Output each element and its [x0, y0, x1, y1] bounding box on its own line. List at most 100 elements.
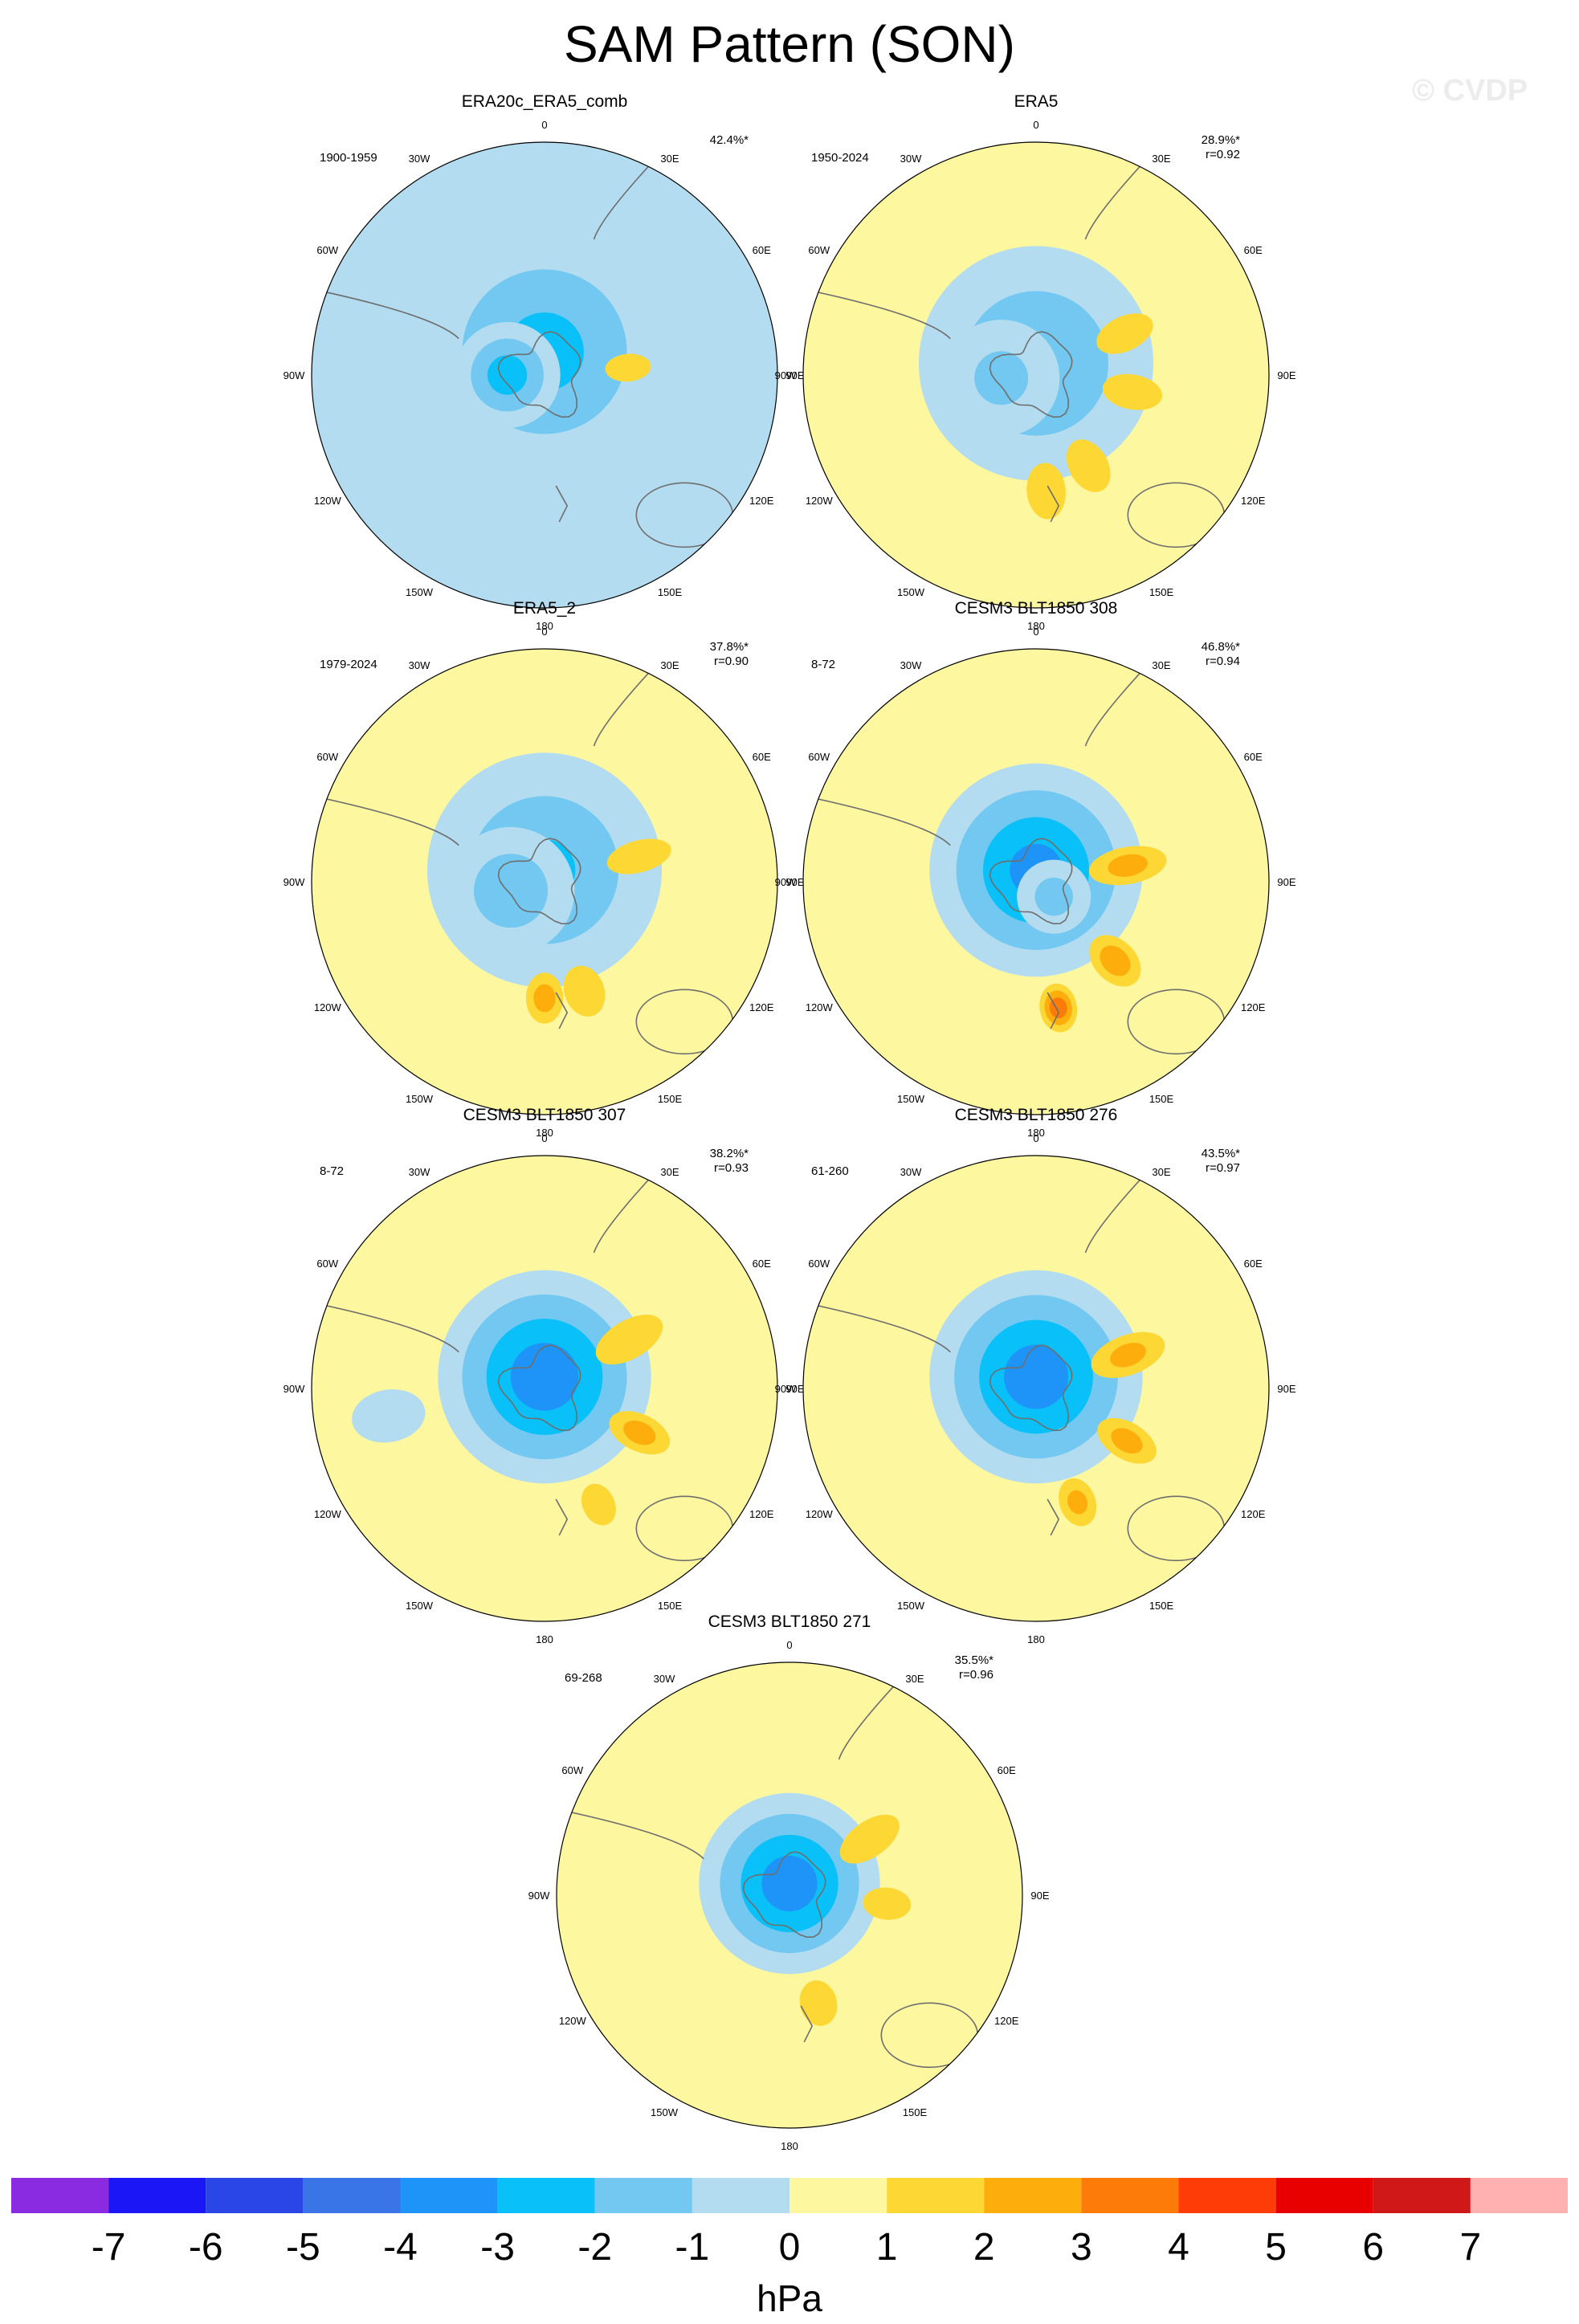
contour-region — [606, 838, 671, 875]
period-label: 8-72 — [811, 658, 835, 671]
longitude-label: 150W — [406, 1093, 434, 1105]
contour-region — [1100, 945, 1131, 976]
colorbar-tick-label: 5 — [1265, 2226, 1287, 2269]
longitude-label: 90E — [1030, 1890, 1049, 1902]
contour-region — [595, 1315, 663, 1365]
map-panel: 0 30E 60E 90E 120E 150E 180 150W 120W 90W 60W 30W CE… — [775, 1106, 1296, 1645]
longitude-label: 150E — [658, 1093, 683, 1105]
longitude-label: 120E — [1241, 1508, 1266, 1520]
contour-region — [533, 984, 556, 1013]
longitude-label: 30E — [1152, 153, 1170, 165]
contour-region — [605, 353, 651, 382]
longitude-label: 180 — [1027, 620, 1045, 632]
contour-field — [312, 649, 777, 1115]
colorbar-tick-label: 6 — [1362, 2226, 1384, 2269]
colorbar-swatch — [887, 2178, 985, 2213]
colorbar-swatch — [1275, 2178, 1373, 2213]
longitude-label: 150W — [406, 1600, 434, 1612]
panels-group: 0 30E 60E 90E 120E 150E 180 150W 120W 90W 60W 30W ER… — [284, 92, 1296, 2152]
colorbar-tick-label: -5 — [286, 2226, 320, 2269]
correlation-label: r=0.97 — [1206, 1161, 1240, 1175]
longitude-label: 150W — [897, 1600, 925, 1612]
longitude-label: 30W — [409, 659, 430, 671]
new-zealand-outline — [555, 485, 569, 523]
longitude-label: 60W — [808, 751, 830, 763]
longitude-label: 30E — [1152, 659, 1170, 671]
longitude-label: 30E — [660, 153, 679, 165]
longitude-label: 120W — [559, 2015, 587, 2027]
colorbar-swatch — [984, 2178, 1082, 2213]
longitude-label: 0 — [541, 1132, 547, 1144]
antarctica-outline — [989, 331, 1073, 418]
contour-region — [1111, 1428, 1143, 1454]
longitude-label: 150E — [1149, 1093, 1174, 1105]
panel-title: ERA5_2 — [513, 599, 576, 618]
longitude-label: 180 — [1027, 1127, 1045, 1139]
panel-title: CESM3 BLT1850 307 — [463, 1106, 626, 1124]
longitude-label: 60W — [808, 1258, 830, 1270]
colorbar-tick-label: -3 — [480, 2226, 515, 2269]
longitude-label: 30E — [905, 1673, 924, 1685]
longitude-label: 180 — [536, 620, 553, 632]
colorbar-tick-label: -2 — [577, 2226, 612, 2269]
colorbar-swatch — [497, 2178, 595, 2213]
longitude-label: 0 — [1033, 1132, 1038, 1144]
longitude-label: 0 — [1033, 119, 1038, 131]
correlation-label: r=0.90 — [714, 654, 749, 668]
pct-variance-label: 38.2%* — [710, 1147, 749, 1160]
panel-title: ERA5 — [1014, 92, 1059, 111]
map-panel: 0 30E 60E 90E 120E 150E 180 150W 120W 90W 60W 30W ER… — [775, 92, 1296, 632]
south-america-outline — [803, 287, 951, 340]
colorbar-tick-label: -4 — [383, 2226, 418, 2269]
longitude-label: 120E — [749, 495, 774, 507]
longitude-label: 150E — [658, 586, 683, 598]
longitude-label: 60W — [316, 751, 338, 763]
longitude-label: 90W — [284, 876, 305, 888]
new-zealand-outline — [1047, 1498, 1060, 1536]
longitude-label: 30W — [900, 1166, 922, 1178]
watermark: © CVDP — [1412, 74, 1528, 108]
new-zealand-outline — [555, 992, 569, 1029]
panel-title: ERA20c_ERA5_comb — [462, 92, 628, 111]
pct-variance-label: 43.5%* — [1202, 1147, 1241, 1160]
colorbar-tick-label: 7 — [1460, 2226, 1482, 2269]
pct-variance-label: 42.4%* — [710, 133, 749, 147]
colorbar-swatch — [1081, 2178, 1179, 2213]
longitude-label: 60W — [808, 244, 830, 256]
longitude-label: 30E — [660, 659, 679, 671]
contour-region — [623, 1420, 656, 1445]
coastlines — [557, 1668, 979, 2069]
longitude-label: 30W — [900, 659, 922, 671]
colorbar-tick-label: -7 — [92, 2226, 126, 2269]
longitude-label: 120E — [1241, 495, 1266, 507]
period-label: 8-72 — [320, 1164, 344, 1178]
antarctica-outline — [497, 838, 581, 925]
longitude-label: 0 — [541, 119, 547, 131]
longitude-label: 30W — [409, 1166, 430, 1178]
map-panel: 0 30E 60E 90E 120E 150E 180 150W 120W 90W 60W 30W CE… — [775, 599, 1296, 1139]
pct-variance-label: 37.8%* — [710, 640, 749, 654]
colorbar-tick-label: 0 — [779, 2226, 801, 2269]
contour-region — [1026, 463, 1066, 520]
longitude-label: 90E — [785, 876, 804, 888]
map-border — [311, 1155, 778, 1622]
panel-title: CESM3 BLT1850 271 — [708, 1613, 871, 1631]
longitude-label: 150W — [406, 586, 434, 598]
longitude-label: 120E — [994, 2015, 1019, 2027]
map-border — [311, 648, 778, 1115]
longitude-label: 90W — [775, 1383, 797, 1395]
contour-region — [839, 1814, 900, 1864]
longitude-label: 30W — [900, 153, 922, 165]
contour-field — [312, 1156, 777, 1621]
contour-region — [799, 1980, 838, 2026]
colorbar-tick-label: -1 — [675, 2226, 710, 2269]
correlation-label: r=0.93 — [714, 1161, 749, 1175]
colorbar-swatch — [11, 2178, 109, 2213]
longitude-label: 0 — [1033, 626, 1038, 638]
contour-region — [1096, 313, 1153, 354]
longitude-label: 30E — [1152, 1166, 1170, 1178]
contour-region — [1066, 439, 1111, 492]
longitude-label: 90W — [528, 1890, 550, 1902]
map-border — [802, 1155, 1270, 1622]
